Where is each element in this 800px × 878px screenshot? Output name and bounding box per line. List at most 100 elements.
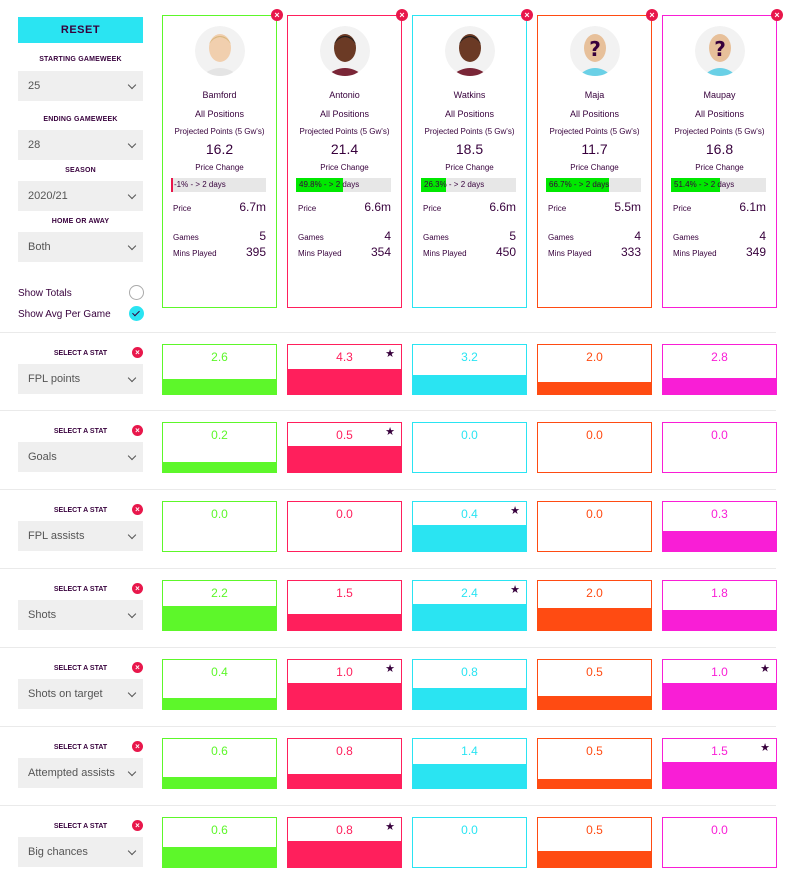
- player-name: Maja: [584, 90, 605, 100]
- remove-player-button[interactable]: ×: [396, 9, 408, 21]
- games-value: 4: [634, 229, 641, 243]
- season-select[interactable]: 2020/21: [18, 181, 143, 211]
- stat-select-value: FPL points: [28, 373, 81, 385]
- stat-cell: 0.0: [537, 422, 652, 473]
- mins-label: Mins Played: [673, 249, 717, 258]
- price-row: Price 6.6m: [298, 200, 391, 214]
- stat-bar: [538, 382, 651, 394]
- stat-select[interactable]: Shots: [18, 600, 143, 630]
- stat-bar: [663, 683, 776, 709]
- remove-player-button[interactable]: ×: [771, 9, 783, 21]
- show-totals-radio[interactable]: [129, 285, 144, 300]
- stat-cell: 2.4 ★: [412, 580, 527, 631]
- stat-value: 0.6: [211, 744, 228, 758]
- show-totals-option[interactable]: Show Totals: [18, 284, 144, 302]
- projected-points-label: Projected Points (5 Gw's): [549, 127, 640, 136]
- stat-bar: [288, 369, 401, 394]
- stat-bar: [288, 841, 401, 867]
- home-away-select[interactable]: Both: [18, 232, 143, 262]
- stat-cell: 0.6: [162, 817, 277, 868]
- remove-stat-button[interactable]: ×: [132, 504, 143, 515]
- stat-cell: 2.8: [662, 344, 777, 395]
- mins-value: 354: [370, 245, 391, 259]
- player-position: All Positions: [444, 109, 495, 119]
- price-change-fill: [296, 178, 344, 192]
- price-change-bar: 51.4% - > 2 days: [671, 178, 766, 192]
- remove-stat-button[interactable]: ×: [132, 741, 143, 752]
- projected-points-value: 21.4: [330, 141, 359, 157]
- stat-select[interactable]: Shots on target: [18, 679, 143, 709]
- stat-select[interactable]: Attempted assists: [18, 758, 143, 788]
- stat-bar: [413, 764, 526, 788]
- remove-player-button[interactable]: ×: [646, 9, 658, 21]
- select-stat-label: SELECT A STAT: [53, 507, 108, 514]
- stat-value: 2.4: [461, 586, 478, 600]
- select-stat-label: SELECT A STAT: [53, 350, 108, 357]
- remove-stat-button[interactable]: ×: [132, 820, 143, 831]
- ending-gameweek-select[interactable]: 28: [18, 130, 143, 160]
- stat-select[interactable]: Big chances: [18, 837, 143, 867]
- stat-select[interactable]: Goals: [18, 442, 143, 472]
- projected-points-label: Projected Points (5 Gw's): [424, 127, 515, 136]
- stat-bar: [413, 688, 526, 709]
- stat-cell: 0.0: [287, 501, 402, 552]
- games-label: Games: [548, 233, 574, 242]
- stat-cell: 0.0: [162, 501, 277, 552]
- stat-value: 1.5: [711, 744, 728, 758]
- price-label: Price: [673, 204, 692, 213]
- stat-value: 0.6: [211, 823, 228, 837]
- stat-cell: 0.8: [412, 659, 527, 710]
- show-avg-option[interactable]: Show Avg Per Game: [18, 305, 144, 323]
- stat-cell: 0.4 ★: [412, 501, 527, 552]
- player-avatar: ?: [695, 26, 745, 76]
- games-value: 5: [509, 229, 516, 243]
- stat-value: 0.5: [336, 428, 353, 442]
- stat-cell: 1.0 ★: [662, 659, 777, 710]
- stat-value: 1.0: [711, 665, 728, 679]
- remove-player-button[interactable]: ×: [521, 9, 533, 21]
- season-value: 2020/21: [28, 190, 68, 202]
- chevron-down-icon: [127, 80, 137, 90]
- price-value: 6.6m: [364, 200, 391, 214]
- stat-bar: [288, 683, 401, 709]
- row-divider: [0, 410, 776, 411]
- stat-bar: [663, 378, 776, 394]
- stat-select[interactable]: FPL assists: [18, 521, 143, 551]
- stat-value: 0.4: [211, 665, 228, 679]
- star-icon: ★: [385, 348, 395, 360]
- show-avg-radio[interactable]: [129, 306, 144, 321]
- remove-stat-button[interactable]: ×: [132, 425, 143, 436]
- price-change-fill: [171, 178, 173, 192]
- mins-label: Mins Played: [423, 249, 467, 258]
- remove-stat-button[interactable]: ×: [132, 662, 143, 673]
- reset-button[interactable]: RESET: [18, 17, 143, 43]
- stat-value: 2.0: [586, 586, 603, 600]
- price-label: Price: [298, 204, 317, 213]
- price-change-text: -1% - > 2 days: [174, 180, 226, 189]
- stat-cell: 0.8: [287, 738, 402, 789]
- stat-select[interactable]: FPL points: [18, 364, 143, 394]
- projected-points-value: 16.2: [205, 141, 234, 157]
- starting-gameweek-select[interactable]: 25: [18, 71, 143, 101]
- stat-value: 1.5: [336, 586, 353, 600]
- stat-cell: 0.5: [537, 738, 652, 789]
- stat-cell: 1.8: [662, 580, 777, 631]
- stat-value: 0.0: [711, 823, 728, 837]
- remove-player-button[interactable]: ×: [271, 9, 283, 21]
- price-change-text: 49.8% - > 2 days: [299, 180, 360, 189]
- ending-gameweek-value: 28: [28, 139, 41, 151]
- price-change-bar: 26.3% - > 2 days: [421, 178, 516, 192]
- svg-text:?: ?: [714, 37, 726, 61]
- stat-cell: 0.0: [662, 422, 777, 473]
- row-divider: [0, 726, 776, 727]
- home-away-value: Both: [28, 241, 51, 253]
- stat-select-value: Goals: [28, 451, 57, 463]
- price-change-bar: 66.7% - > 2 days: [546, 178, 641, 192]
- stat-value: 1.0: [336, 665, 353, 679]
- stat-cell: 0.3: [662, 501, 777, 552]
- remove-stat-button[interactable]: ×: [132, 583, 143, 594]
- select-stat-label: SELECT A STAT: [53, 428, 108, 435]
- stat-value: 0.0: [461, 823, 478, 837]
- remove-stat-button[interactable]: ×: [132, 347, 143, 358]
- price-value: 6.7m: [239, 200, 266, 214]
